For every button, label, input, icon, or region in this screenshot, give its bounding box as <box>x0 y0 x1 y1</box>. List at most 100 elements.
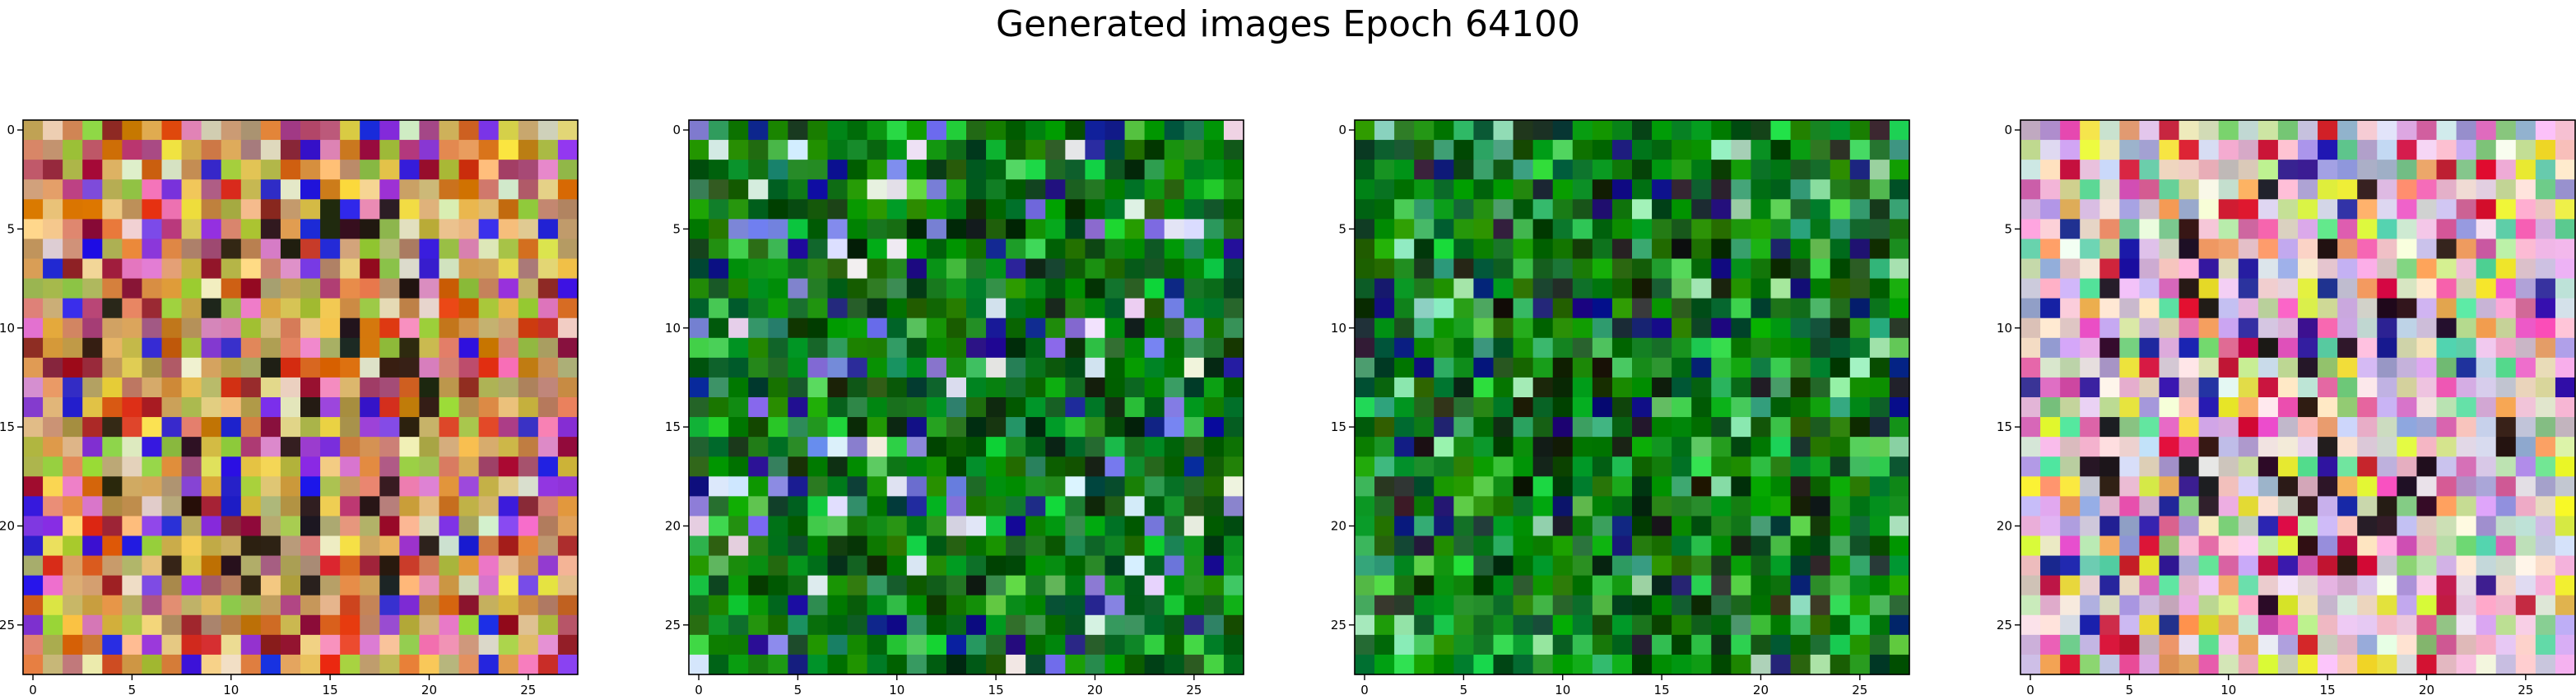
image-pixel <box>2516 219 2536 239</box>
image-pixel <box>360 140 380 160</box>
image-pixel <box>399 496 420 517</box>
image-pixel <box>459 338 480 359</box>
image-pixel <box>1025 239 1046 259</box>
image-pixel <box>907 516 928 536</box>
image-pixel <box>2040 456 2061 477</box>
image-pixel <box>102 516 123 536</box>
image-pixel <box>1850 299 1871 319</box>
image-pixel <box>709 199 729 220</box>
image-pixel <box>182 318 202 339</box>
image-pixel <box>202 179 222 200</box>
image-pixel <box>2040 120 2061 141</box>
image-pixel <box>1355 595 1375 616</box>
image-pixel <box>2160 655 2180 675</box>
image-pixel <box>63 199 83 220</box>
image-pixel <box>2476 397 2497 418</box>
image-pixel <box>1553 199 1574 220</box>
image-pixel <box>1374 120 1395 141</box>
image-pixel <box>709 456 729 477</box>
image-pixel <box>1593 239 1613 259</box>
image-pixel <box>1691 160 1712 180</box>
image-pixel <box>82 556 103 577</box>
image-pixel <box>1414 299 1434 319</box>
x-tick-label: 25 <box>2518 683 2533 695</box>
image-pixel <box>2476 595 2497 616</box>
image-pixel <box>2357 456 2378 477</box>
image-pixel <box>300 635 321 656</box>
image-pixel <box>2219 219 2239 239</box>
image-pixel <box>1434 279 1454 299</box>
image-pixel <box>1125 655 1146 675</box>
image-pixel <box>2239 299 2259 319</box>
image-pixel <box>2278 239 2299 259</box>
image-pixel <box>2496 259 2517 280</box>
image-pixel <box>1771 279 1792 299</box>
image-pixel <box>102 456 123 477</box>
image-pixel <box>848 120 868 141</box>
image-pixel <box>1025 476 1046 497</box>
image-pixel <box>986 140 1007 160</box>
image-pixel <box>2278 160 2299 180</box>
image-pixel <box>2060 160 2081 180</box>
image-pixel <box>2377 397 2397 418</box>
image-pixel <box>1751 595 1771 616</box>
image-pixel <box>558 279 579 299</box>
image-pixel <box>689 576 709 596</box>
image-pixel <box>1811 556 1831 577</box>
image-pixel <box>1731 299 1751 319</box>
image-pixel <box>1473 259 1494 280</box>
image-pixel <box>2318 576 2338 596</box>
image-pixel <box>1514 496 1534 517</box>
image-pixel <box>1652 615 1672 636</box>
image-pixel <box>768 556 788 577</box>
image-pixel <box>2040 219 2061 239</box>
image-pixel <box>689 496 709 517</box>
image-pixel <box>1494 338 1514 359</box>
image-pixel <box>1632 576 1653 596</box>
image-pixel <box>2080 595 2100 616</box>
image-pixel <box>2080 358 2100 378</box>
image-pixel <box>709 318 729 339</box>
image-pixel <box>1811 536 1831 557</box>
image-pixel <box>2357 179 2378 200</box>
image-pixel <box>221 378 242 398</box>
image-pixel <box>182 378 202 398</box>
image-pixel <box>300 160 321 180</box>
image-pixel <box>538 615 559 636</box>
image-pixel <box>221 179 242 200</box>
image-pixel <box>1374 239 1395 259</box>
image-pixel <box>63 120 83 141</box>
image-pixel <box>728 299 749 319</box>
image-pixel <box>2179 437 2200 457</box>
image-pixel <box>1672 120 1692 141</box>
image-pixel <box>1652 536 1672 557</box>
image-pixel <box>1045 417 1066 438</box>
image-pixel <box>2397 279 2417 299</box>
image-pixel <box>1751 635 1771 656</box>
image-pixel <box>1224 496 1244 517</box>
image-pixel <box>379 259 400 280</box>
image-pixel <box>867 655 888 675</box>
image-pixel <box>2219 358 2239 378</box>
image-pixel <box>360 318 380 339</box>
image-pixel <box>1105 140 1126 160</box>
image-pixel <box>1593 219 1613 239</box>
image-pixel <box>142 397 162 418</box>
image-pixel <box>1145 358 1165 378</box>
image-pixel <box>1374 338 1395 359</box>
image-pixel <box>63 516 83 536</box>
image-pixel <box>2357 397 2378 418</box>
image-pixel <box>538 338 559 359</box>
image-pixel <box>2377 299 2397 319</box>
image-pixel <box>2278 279 2299 299</box>
image-pixel <box>558 635 579 656</box>
image-pixel <box>1025 259 1046 280</box>
image-pixel <box>2139 338 2160 359</box>
image-pixel <box>300 476 321 497</box>
image-pixel <box>966 338 987 359</box>
image-pixel <box>2496 595 2517 616</box>
image-pixel <box>1612 516 1633 536</box>
x-tick-label: 10 <box>2220 683 2236 695</box>
image-pixel <box>459 496 480 517</box>
image-pixel <box>2496 476 2517 497</box>
